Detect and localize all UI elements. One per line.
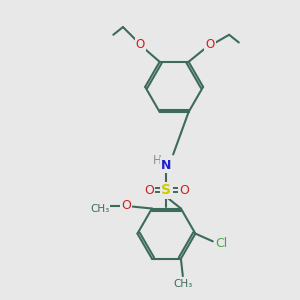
- Text: O: O: [121, 199, 131, 212]
- Text: Cl: Cl: [215, 237, 228, 250]
- Text: O: O: [136, 38, 145, 51]
- Text: O: O: [179, 184, 189, 197]
- Text: O: O: [144, 184, 154, 197]
- Text: N: N: [161, 159, 172, 172]
- Text: CH₃: CH₃: [173, 279, 192, 289]
- Text: CH₃: CH₃: [90, 203, 110, 214]
- Text: S: S: [161, 183, 171, 197]
- Text: O: O: [205, 38, 214, 51]
- Text: H: H: [153, 154, 162, 167]
